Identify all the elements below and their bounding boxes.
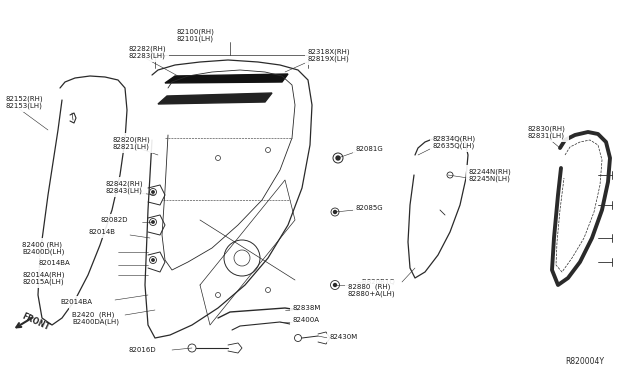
Text: 82830(RH)
82831(LH): 82830(RH) 82831(LH) bbox=[528, 125, 566, 139]
Text: 82838M: 82838M bbox=[293, 305, 321, 311]
Text: FRONT: FRONT bbox=[20, 312, 51, 332]
Text: 82318X(RH)
82819X(LH): 82318X(RH) 82819X(LH) bbox=[308, 48, 351, 62]
Text: 82400 (RH)
B2400D(LH): 82400 (RH) B2400D(LH) bbox=[22, 241, 65, 255]
Text: R820004Y: R820004Y bbox=[565, 357, 604, 366]
Text: 82244N(RH)
82245N(LH): 82244N(RH) 82245N(LH) bbox=[469, 168, 512, 182]
Text: 82081G: 82081G bbox=[356, 146, 384, 152]
Polygon shape bbox=[165, 74, 288, 83]
Text: 82400A: 82400A bbox=[293, 317, 320, 323]
Text: 82880  (RH)
82880+A(LH): 82880 (RH) 82880+A(LH) bbox=[348, 283, 396, 297]
Text: 82082D: 82082D bbox=[100, 217, 128, 223]
Text: 82100(RH)
82101(LH): 82100(RH) 82101(LH) bbox=[176, 28, 214, 42]
Text: B2014BA: B2014BA bbox=[60, 299, 92, 305]
Text: 82152(RH)
82153(LH): 82152(RH) 82153(LH) bbox=[5, 95, 43, 109]
Text: 82820(RH)
82821(LH): 82820(RH) 82821(LH) bbox=[112, 136, 150, 150]
Text: 82014A(RH)
82015A(LH): 82014A(RH) 82015A(LH) bbox=[22, 271, 65, 285]
Text: 82430M: 82430M bbox=[330, 334, 358, 340]
Text: B2420  (RH)
B2400DA(LH): B2420 (RH) B2400DA(LH) bbox=[72, 311, 119, 325]
Circle shape bbox=[333, 211, 337, 214]
Text: 82085G: 82085G bbox=[356, 205, 383, 211]
Polygon shape bbox=[158, 93, 272, 104]
Text: 82014BA: 82014BA bbox=[38, 260, 70, 266]
Text: 82016D: 82016D bbox=[128, 347, 156, 353]
Circle shape bbox=[152, 221, 154, 223]
Circle shape bbox=[336, 156, 340, 160]
Circle shape bbox=[152, 191, 154, 193]
Text: 82282(RH)
82283(LH): 82282(RH) 82283(LH) bbox=[128, 45, 166, 59]
Circle shape bbox=[152, 259, 154, 261]
Circle shape bbox=[333, 283, 337, 286]
Text: 82014B: 82014B bbox=[88, 229, 115, 235]
Text: 82834Q(RH)
82635Q(LH): 82834Q(RH) 82635Q(LH) bbox=[433, 135, 476, 149]
Text: 82842(RH)
82843(LH): 82842(RH) 82843(LH) bbox=[105, 180, 143, 194]
Text: —B820B1Q: —B820B1Q bbox=[356, 279, 396, 285]
